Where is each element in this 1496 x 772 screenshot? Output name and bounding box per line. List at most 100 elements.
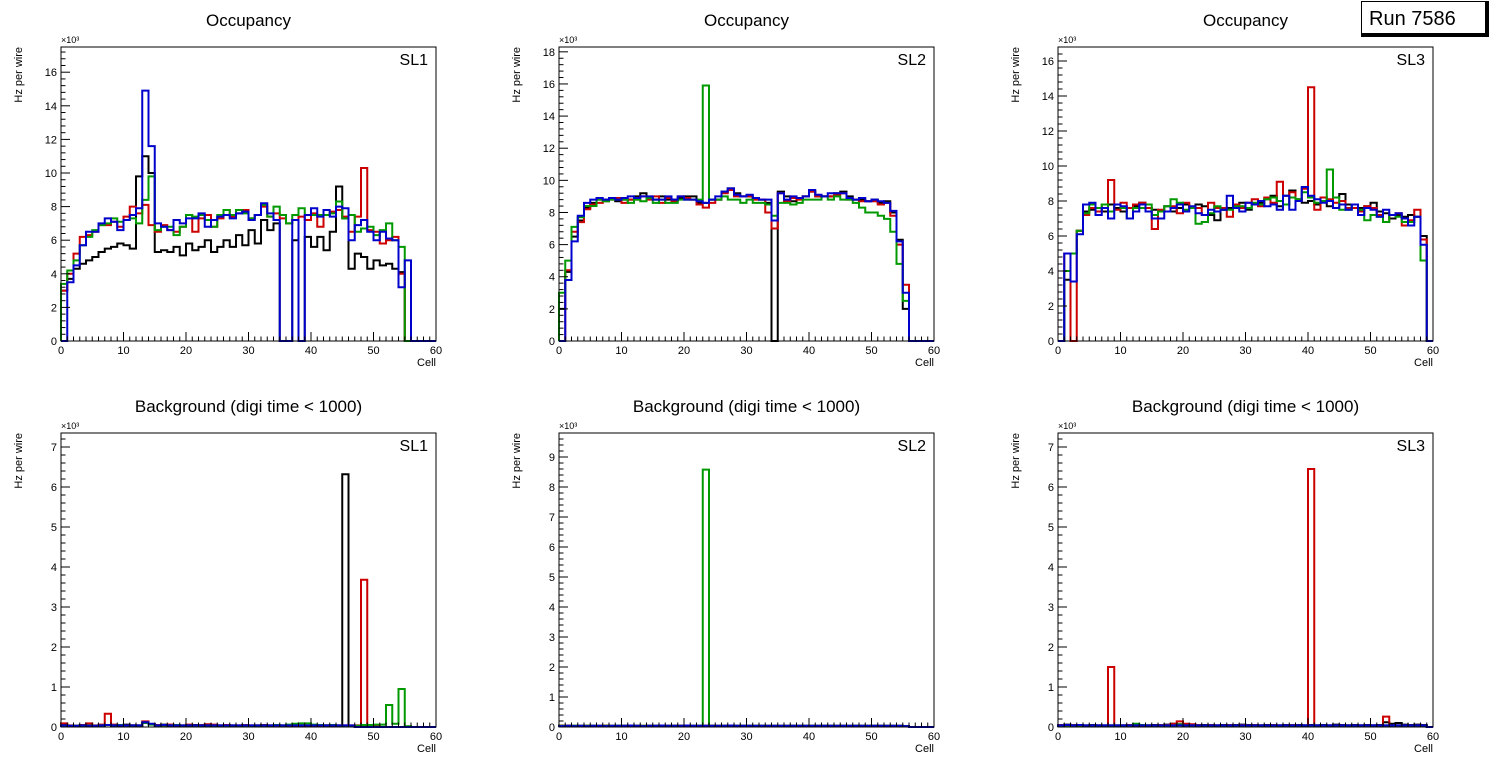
y-axis-label: Hz per wire <box>511 433 523 489</box>
x-tick-label: 40 <box>803 345 815 357</box>
x-tick-label: 0 <box>1055 731 1061 743</box>
y-tick-label: 7 <box>1048 442 1054 454</box>
y-tick-label: 4 <box>51 562 57 574</box>
y-multiplier: ×10³ <box>61 35 79 45</box>
y-tick-label: 12 <box>1042 126 1054 138</box>
chart-title: Occupancy <box>1203 11 1289 30</box>
y-tick-label: 4 <box>549 272 555 284</box>
x-tick-label: 40 <box>305 345 317 357</box>
x-tick-label: 60 <box>1427 731 1439 743</box>
x-tick-label: 60 <box>928 731 940 743</box>
y-tick-label: 2 <box>1048 301 1054 313</box>
superlayer-tag: SL3 <box>1397 52 1426 69</box>
x-tick-label: 60 <box>928 345 940 357</box>
x-tick-label: 20 <box>180 345 192 357</box>
y-tick-label: 6 <box>549 542 555 554</box>
y-axis-label: Hz per wire <box>1010 433 1022 489</box>
y-tick-label: 0 <box>549 722 555 734</box>
chart-5: 0 10 20 30 40 50 60 0 1 2 3 4 5 6 7 8 9 ×10³ Background (d… <box>511 397 940 755</box>
x-tick-label: 10 <box>1114 345 1126 357</box>
x-tick-label: 40 <box>1302 731 1314 743</box>
x-tick-label: 10 <box>615 731 627 743</box>
y-tick-label: 8 <box>1048 196 1054 208</box>
chart-2: 0 10 20 30 40 50 60 0 2 4 6 8 10 12 14 16 18 ×10³ Occupanc… <box>511 11 940 369</box>
x-tick-label: 50 <box>367 731 379 743</box>
x-tick-label: 30 <box>740 731 752 743</box>
x-tick-label: 30 <box>1239 345 1251 357</box>
y-tick-label: 0 <box>1048 722 1054 734</box>
x-tick-label: 30 <box>242 731 254 743</box>
y-tick-label: 4 <box>51 269 57 281</box>
x-tick-label: 10 <box>117 345 129 357</box>
y-tick-label: 4 <box>1048 562 1054 574</box>
series-red <box>60 578 436 728</box>
y-tick-label: 6 <box>51 482 57 494</box>
series-green <box>558 468 934 728</box>
chart-title: Background (digi time < 1000) <box>135 397 362 416</box>
x-tick-label: 10 <box>615 345 627 357</box>
series-red <box>60 166 436 342</box>
y-axis-label: Hz per wire <box>1010 47 1022 103</box>
y-tick-label: 12 <box>543 143 555 155</box>
series-black <box>558 187 934 342</box>
x-tick-label: 0 <box>58 345 64 357</box>
x-tick-label: 50 <box>865 345 877 357</box>
y-tick-label: 10 <box>543 175 555 187</box>
y-tick-label: 14 <box>1042 91 1054 103</box>
y-tick-label: 3 <box>549 632 555 644</box>
superlayer-tag: SL1 <box>400 438 429 455</box>
y-tick-label: 1 <box>51 682 57 694</box>
y-tick-label: 3 <box>1048 602 1054 614</box>
y-tick-label: 6 <box>51 235 57 247</box>
y-tick-label: 7 <box>51 442 57 454</box>
y-tick-label: 5 <box>1048 522 1054 534</box>
series-green <box>60 175 436 342</box>
superlayer-tag: SL2 <box>898 52 927 69</box>
series-green <box>558 84 934 342</box>
y-tick-label: 8 <box>549 482 555 494</box>
y-tick-label: 4 <box>549 602 555 614</box>
y-tick-label: 0 <box>51 722 57 734</box>
y-tick-label: 6 <box>1048 482 1054 494</box>
chart-title: Occupancy <box>704 11 790 30</box>
y-tick-label: 2 <box>549 662 555 674</box>
chart-title: Occupancy <box>206 11 292 30</box>
y-tick-label: 5 <box>51 522 57 534</box>
y-tick-label: 2 <box>549 304 555 316</box>
series-blue <box>1058 186 1433 342</box>
x-tick-label: 0 <box>556 731 562 743</box>
x-tick-label: 10 <box>117 731 129 743</box>
x-tick-label: 30 <box>1239 731 1251 743</box>
y-tick-label: 2 <box>51 302 57 314</box>
y-tick-label: 14 <box>45 101 57 113</box>
y-axis-label: Hz per wire <box>13 433 25 489</box>
y-multiplier: ×10³ <box>559 35 577 45</box>
superlayer-tag: SL2 <box>898 438 927 455</box>
series-blue <box>61 89 436 342</box>
y-tick-label: 16 <box>45 67 57 79</box>
y-tick-label: 5 <box>549 572 555 584</box>
x-tick-label: 60 <box>1427 345 1439 357</box>
y-tick-label: 0 <box>51 336 57 348</box>
run-label: Run 7586 <box>1369 8 1456 30</box>
y-tick-label: 1 <box>549 692 555 704</box>
y-tick-label: 0 <box>549 336 555 348</box>
x-tick-label: 20 <box>1177 731 1189 743</box>
superlayer-tag: SL1 <box>400 52 429 69</box>
y-tick-label: 2 <box>51 642 57 654</box>
y-tick-label: 1 <box>1048 682 1054 694</box>
y-tick-label: 8 <box>549 207 555 219</box>
x-tick-label: 40 <box>1302 345 1314 357</box>
y-tick-label: 2 <box>1048 642 1054 654</box>
x-tick-label: 10 <box>1114 731 1126 743</box>
y-multiplier: ×10³ <box>559 421 577 431</box>
series-black <box>60 155 436 342</box>
chart-1: 0 10 20 30 40 50 60 0 2 4 6 8 10 12 14 16 ×10³ Occupancy S… <box>13 11 442 369</box>
superlayer-tag: SL3 <box>1397 438 1426 455</box>
y-tick-label: 16 <box>1042 56 1054 68</box>
x-tick-label: 30 <box>242 345 254 357</box>
x-axis-label: Cell <box>915 357 934 369</box>
y-tick-label: 7 <box>549 512 555 524</box>
x-tick-label: 50 <box>1364 731 1376 743</box>
